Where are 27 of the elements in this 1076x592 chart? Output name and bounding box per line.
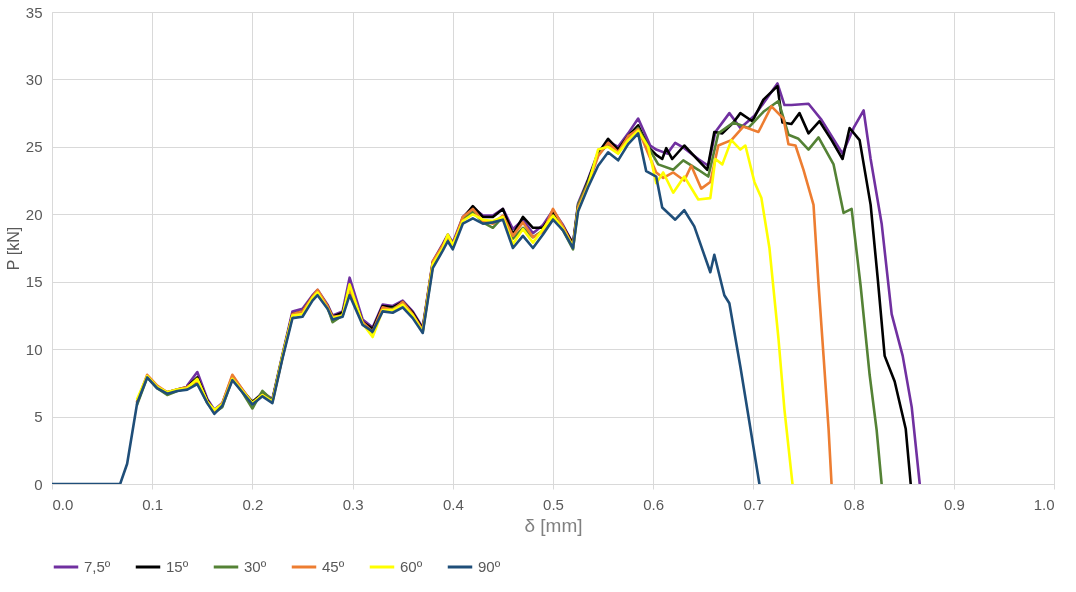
y-tick-label: 5 [34,408,43,426]
x-tick-label: 0.1 [142,495,164,513]
x-axis-title: δ [mm] [524,514,583,536]
y-tick-label: 20 [25,205,43,223]
x-tick-label: 1.0 [1033,495,1055,513]
y-tick-label: 25 [25,138,43,156]
x-tick-label: 0.0 [52,495,74,513]
y-tick-label: 0 [34,475,43,493]
y-tick-label: 10 [25,340,43,358]
y-tick-label: 35 [25,3,43,21]
x-tick-label: 0.7 [743,495,765,513]
x-tick-label: 0.8 [843,495,865,513]
legend-label: 30º [244,558,267,575]
legend-label: 15º [166,558,189,575]
x-tick-label: 0.6 [643,495,665,513]
x-tick-label: 0.5 [543,495,564,513]
legend-label: 90º [478,558,501,575]
x-tick-label: 0.4 [442,495,464,513]
legend-label: 60º [400,558,423,575]
y-tick-label: 30 [25,70,43,88]
x-tick-label: 0.2 [242,495,264,513]
y-tick-label: 15 [25,273,43,291]
legend-label: 7,5º [84,558,111,575]
x-tick-label: 0.3 [342,495,364,513]
legend-label: 45º [322,558,345,575]
y-axis-title: P [kN] [4,226,22,271]
x-tick-label: 0.9 [943,495,965,513]
